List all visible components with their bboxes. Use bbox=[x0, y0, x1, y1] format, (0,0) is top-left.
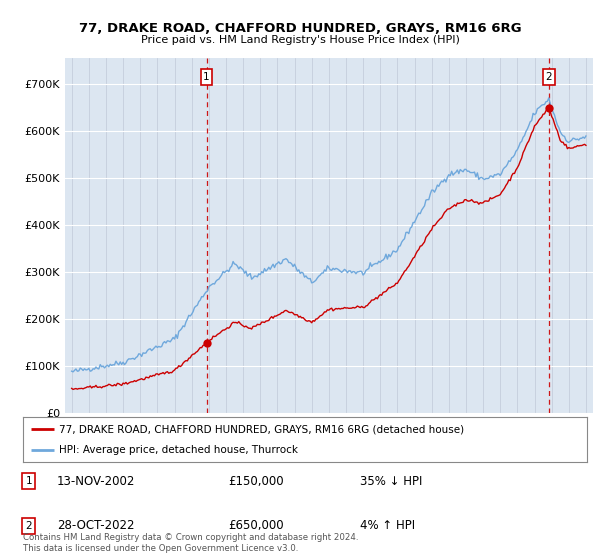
Text: 77, DRAKE ROAD, CHAFFORD HUNDRED, GRAYS, RM16 6RG (detached house): 77, DRAKE ROAD, CHAFFORD HUNDRED, GRAYS,… bbox=[59, 424, 464, 435]
Text: £650,000: £650,000 bbox=[228, 519, 284, 533]
Text: 35% ↓ HPI: 35% ↓ HPI bbox=[360, 474, 422, 488]
Text: 2: 2 bbox=[25, 521, 32, 531]
Text: 1: 1 bbox=[25, 476, 32, 486]
Text: 2: 2 bbox=[545, 72, 552, 82]
Text: 28-OCT-2022: 28-OCT-2022 bbox=[57, 519, 134, 533]
Text: HPI: Average price, detached house, Thurrock: HPI: Average price, detached house, Thur… bbox=[59, 445, 298, 455]
Text: £150,000: £150,000 bbox=[228, 474, 284, 488]
Text: Price paid vs. HM Land Registry's House Price Index (HPI): Price paid vs. HM Land Registry's House … bbox=[140, 35, 460, 45]
Text: 1: 1 bbox=[203, 72, 210, 82]
Text: 4% ↑ HPI: 4% ↑ HPI bbox=[360, 519, 415, 533]
Text: Contains HM Land Registry data © Crown copyright and database right 2024.
This d: Contains HM Land Registry data © Crown c… bbox=[23, 533, 358, 553]
Text: 77, DRAKE ROAD, CHAFFORD HUNDRED, GRAYS, RM16 6RG: 77, DRAKE ROAD, CHAFFORD HUNDRED, GRAYS,… bbox=[79, 22, 521, 35]
Text: 13-NOV-2002: 13-NOV-2002 bbox=[57, 474, 136, 488]
